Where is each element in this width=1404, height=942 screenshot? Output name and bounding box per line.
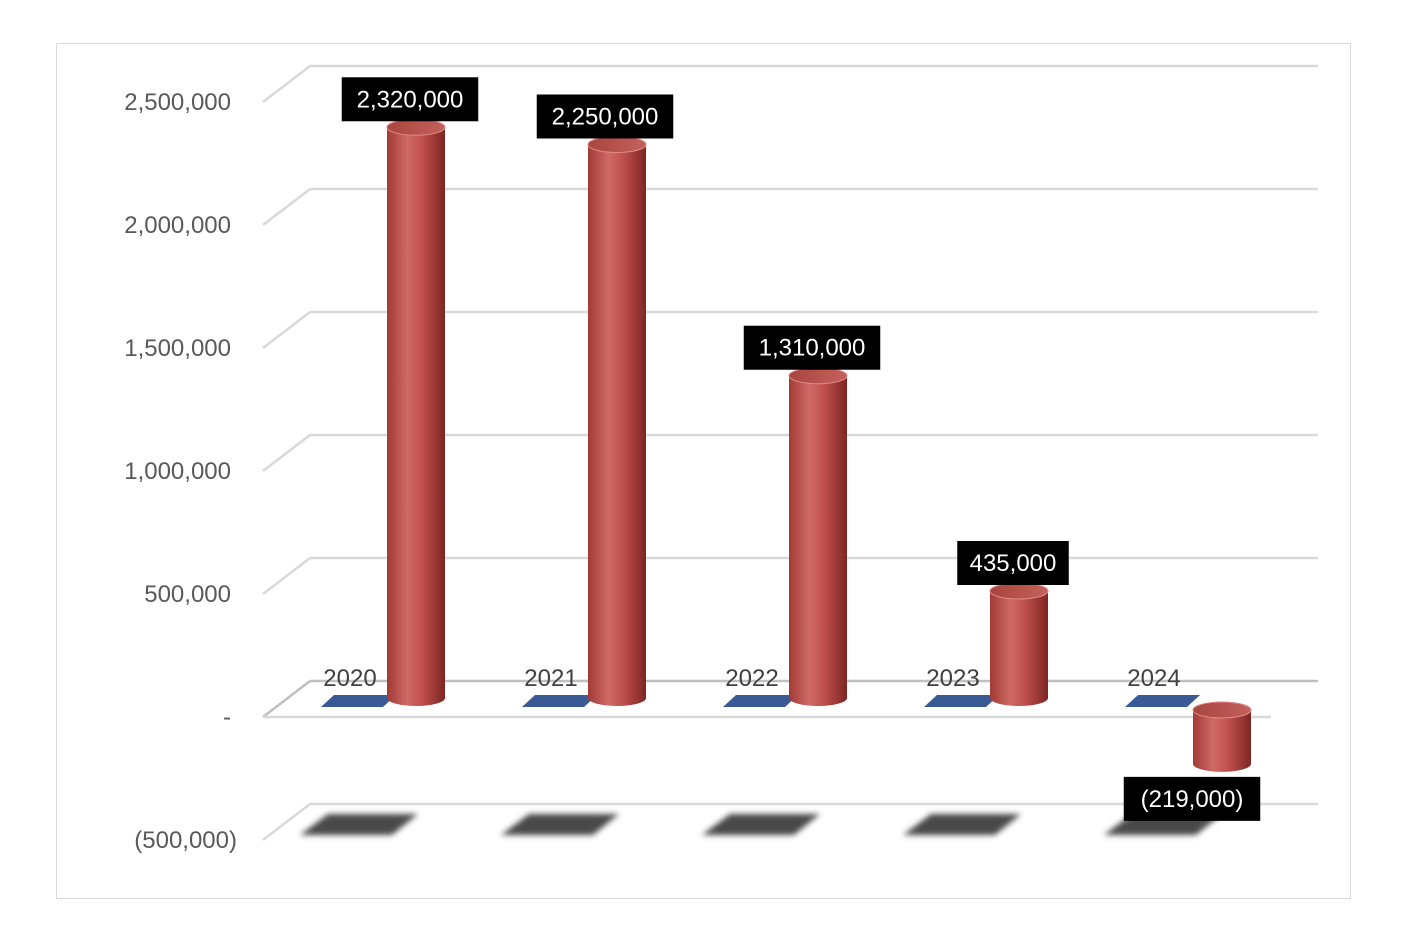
data-labels: 2,320,000 2,250,000 1,310,000 435,000 (219,0… — [341, 77, 1261, 821]
bar — [1192, 701, 1252, 772]
bar — [788, 367, 848, 706]
secondary-series-marker — [723, 695, 798, 707]
data-label-box — [743, 325, 881, 370]
gridline — [262, 187, 1318, 226]
y-tick-label: 2,500,000 — [124, 89, 231, 116]
bar — [386, 118, 446, 706]
y-tick-label: - — [223, 704, 231, 731]
x-category-label: 2020 — [323, 665, 376, 692]
data-label-text: 1,310,000 — [759, 335, 866, 362]
bar — [989, 582, 1049, 706]
data-label-box — [536, 94, 674, 139]
secondary-series-marker — [321, 695, 396, 707]
x-category-label: 2024 — [1127, 665, 1180, 692]
x-category-label: 2021 — [524, 665, 577, 692]
gridline — [262, 310, 1318, 349]
x-axis: 2020 2021 2022 2023 2024 — [323, 665, 1180, 692]
floor-shadow — [702, 814, 820, 835]
data-label-box — [1123, 776, 1261, 821]
y-tick-label: 1,500,000 — [124, 335, 231, 362]
data-label-text: 2,250,000 — [552, 104, 659, 131]
y-tick-label: 2,000,000 — [124, 212, 231, 239]
secondary-series-marker — [924, 695, 999, 707]
data-label-text: 2,320,000 — [357, 86, 464, 113]
y-tick-label: (500,000) — [134, 827, 237, 854]
bar-series — [386, 118, 1252, 772]
data-label-text: (219,000) — [1141, 786, 1244, 813]
data-label: 1,310,000 — [743, 325, 881, 370]
data-label-box — [341, 77, 479, 122]
data-label: 2,320,000 — [341, 77, 479, 122]
floor-shadow — [501, 814, 619, 835]
x-category-label: 2022 — [725, 665, 778, 692]
y-tick-label: 1,000,000 — [124, 458, 231, 485]
y-axis: 2,500,000 2,000,000 1,500,000 1,000,000 500,… — [124, 89, 237, 854]
secondary-series-marker — [522, 695, 597, 707]
floor-shadow — [903, 814, 1021, 835]
chart-frame — [56, 43, 1351, 899]
data-label-box — [957, 540, 1069, 585]
secondary-series-marker — [1125, 695, 1200, 707]
data-label: 435,000 — [957, 540, 1069, 585]
y-tick-label: 500,000 — [144, 581, 231, 608]
secondary-series-markers — [321, 695, 1200, 707]
data-label: 2,250,000 — [536, 94, 674, 139]
bar — [587, 136, 647, 706]
data-label-text: 435,000 — [970, 550, 1057, 577]
floor-shadow — [300, 814, 418, 835]
x-category-label: 2023 — [926, 665, 979, 692]
floor-shadows — [300, 814, 1222, 835]
data-label: (219,000) — [1123, 776, 1261, 821]
gridline — [262, 64, 1318, 103]
